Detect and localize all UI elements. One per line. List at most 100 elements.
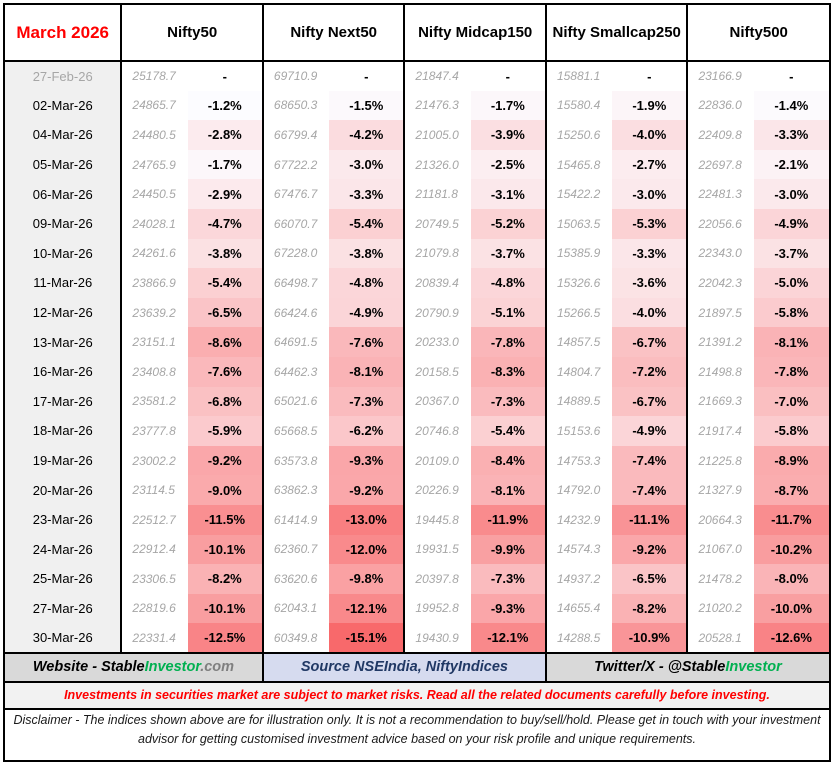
index-close-value: 69710.9 xyxy=(261,61,330,91)
pct-change-cell: -3.3% xyxy=(753,120,829,150)
pct-change-cell: -9.3% xyxy=(470,593,546,624)
index-close-value: 20233.0 xyxy=(403,327,471,357)
pct-change-cell: -1.9% xyxy=(612,90,688,121)
table-row: 20-Mar-26 23114.5 -9.0% 63862.3 -9.2% 20226.9… xyxy=(5,475,829,505)
pct-change-cell: -4.8% xyxy=(470,268,546,298)
index-close-value: 22481.3 xyxy=(686,179,754,209)
index-close-value: 15465.8 xyxy=(544,149,613,180)
index-close-value: 67476.7 xyxy=(261,179,330,209)
date-cell: 23-Mar-26 xyxy=(5,504,122,535)
pct-change-cell: -5.1% xyxy=(470,297,546,328)
pct-change-cell: -7.3% xyxy=(470,564,546,594)
index-close-value: 65668.5 xyxy=(261,416,330,446)
index-close-value: 22912.4 xyxy=(120,534,188,565)
index-close-value: 20226.9 xyxy=(403,475,471,505)
date-cell: 10-Mar-26 xyxy=(5,238,122,269)
index-close-value: 23166.9 xyxy=(686,61,754,91)
pct-change-cell: -3.6% xyxy=(612,268,688,298)
pct-change-cell: -9.3% xyxy=(329,445,405,476)
index-close-value: 20528.1 xyxy=(686,623,754,653)
pct-change-cell: - xyxy=(470,61,546,91)
index-close-value: 14574.3 xyxy=(544,534,613,565)
pct-change-cell: -3.0% xyxy=(329,149,405,180)
header-row: March 2026 Nifty50 Nifty Next50 Nifty Mi… xyxy=(5,5,829,62)
pct-change-cell: -12.1% xyxy=(470,623,546,653)
date-cell: 27-Mar-26 xyxy=(5,593,122,624)
table-row: 06-Mar-26 24450.5 -2.9% 67476.7 -3.3% 21181.8… xyxy=(5,179,829,209)
pct-change-cell: -3.0% xyxy=(612,179,688,209)
pct-change-cell: -9.2% xyxy=(187,445,263,476)
pct-change-cell: -5.9% xyxy=(187,416,263,446)
pct-change-cell: -3.7% xyxy=(470,238,546,269)
pct-change-cell: -9.2% xyxy=(612,534,688,565)
pct-change-cell: -7.6% xyxy=(329,327,405,357)
index-close-value: 21391.2 xyxy=(686,327,754,357)
pct-change-cell: -2.9% xyxy=(187,179,263,209)
pct-change-cell: -3.7% xyxy=(753,238,829,269)
pct-change-cell: -3.8% xyxy=(187,238,263,269)
index-close-value: 15250.6 xyxy=(544,120,613,150)
date-cell: 11-Mar-26 xyxy=(5,268,122,298)
index-close-value: 22819.6 xyxy=(120,593,188,624)
pct-change-cell: -8.6% xyxy=(187,327,263,357)
pct-change-cell: -7.4% xyxy=(612,445,688,476)
table-header: March 2026 Nifty50 Nifty Next50 Nifty Mi… xyxy=(5,5,829,62)
index-close-value: 15063.5 xyxy=(544,208,613,239)
pct-change-cell: -2.5% xyxy=(470,149,546,180)
table-row: 24-Mar-26 22912.4 -10.1% 62360.7 -12.0% 19931… xyxy=(5,534,829,565)
pct-change-cell: -4.9% xyxy=(612,416,688,446)
pct-change-cell: -5.4% xyxy=(187,268,263,298)
index-close-value: 14655.4 xyxy=(544,593,613,624)
index-close-value: 66424.6 xyxy=(261,297,330,328)
index-close-value: 24765.9 xyxy=(120,149,188,180)
index-close-value: 20790.9 xyxy=(403,297,471,328)
index-close-value: 23151.1 xyxy=(120,327,188,357)
disclaimer-line-1: Disclaimer - The indices shown above are… xyxy=(13,713,821,727)
index-close-value: 66498.7 xyxy=(261,268,330,298)
pct-change-cell: -11.7% xyxy=(753,504,829,535)
table-row: 17-Mar-26 23581.2 -6.8% 65021.6 -7.3% 20367.0… xyxy=(5,386,829,417)
index-close-value: 15153.6 xyxy=(544,416,613,446)
index-close-value: 19430.9 xyxy=(403,623,471,653)
table-row: 11-Mar-26 23866.9 -5.4% 66498.7 -4.8% 20839.4… xyxy=(5,268,829,298)
index-close-value: 22331.4 xyxy=(120,623,188,653)
index-close-value: 24261.6 xyxy=(120,238,188,269)
pct-change-cell: -9.0% xyxy=(187,475,263,505)
pct-change-cell: -1.4% xyxy=(753,90,829,121)
pct-change-cell: -7.8% xyxy=(753,356,829,387)
pct-change-cell: -8.0% xyxy=(753,564,829,594)
pct-change-cell: -1.7% xyxy=(470,90,546,121)
index-close-value: 21669.3 xyxy=(686,386,754,417)
index-close-value: 15422.2 xyxy=(544,179,613,209)
pct-change-cell: -12.5% xyxy=(187,623,263,653)
month-title: March 2026 xyxy=(5,5,122,62)
table-frame: March 2026 Nifty50 Nifty Next50 Nifty Mi… xyxy=(3,3,831,762)
index-close-value: 25178.7 xyxy=(120,61,188,91)
pct-change-cell: -8.1% xyxy=(329,356,405,387)
index-close-value: 64462.3 xyxy=(261,356,330,387)
table-row: 18-Mar-26 23777.8 -5.9% 65668.5 -6.2% 20746.8… xyxy=(5,416,829,446)
index-close-value: 19931.5 xyxy=(403,534,471,565)
date-cell: 19-Mar-26 xyxy=(5,445,122,476)
index-close-value: 67722.2 xyxy=(261,149,330,180)
pct-change-cell: -11.1% xyxy=(612,504,688,535)
column-header-nifty500: Nifty500 xyxy=(686,5,829,62)
table-row: 09-Mar-26 24028.1 -4.7% 66070.7 -5.4% 20749.5… xyxy=(5,208,829,239)
index-close-value: 24865.7 xyxy=(120,90,188,121)
index-close-value: 21478.2 xyxy=(686,564,754,594)
index-close-value: 20367.0 xyxy=(403,386,471,417)
pct-change-cell: - xyxy=(612,61,688,91)
pct-change-cell: -3.3% xyxy=(612,238,688,269)
index-close-value: 21079.8 xyxy=(403,238,471,269)
table-row: 30-Mar-26 22331.4 -12.5% 60349.8 -15.1% 19430… xyxy=(5,623,829,653)
column-header-nifty-next50: Nifty Next50 xyxy=(261,5,405,62)
pct-change-cell: -5.0% xyxy=(753,268,829,298)
pct-change-cell: -12.0% xyxy=(329,534,405,565)
risk-warning-text: Investments in securities market are sub… xyxy=(5,680,829,709)
index-close-value: 60349.8 xyxy=(261,623,330,653)
index-close-value: 23408.8 xyxy=(120,356,188,387)
table-row: 25-Mar-26 23306.5 -8.2% 63620.6 -9.8% 20397.8… xyxy=(5,564,829,594)
index-close-value: 22343.0 xyxy=(686,238,754,269)
pct-change-cell: -3.0% xyxy=(753,179,829,209)
date-cell: 05-Mar-26 xyxy=(5,149,122,180)
